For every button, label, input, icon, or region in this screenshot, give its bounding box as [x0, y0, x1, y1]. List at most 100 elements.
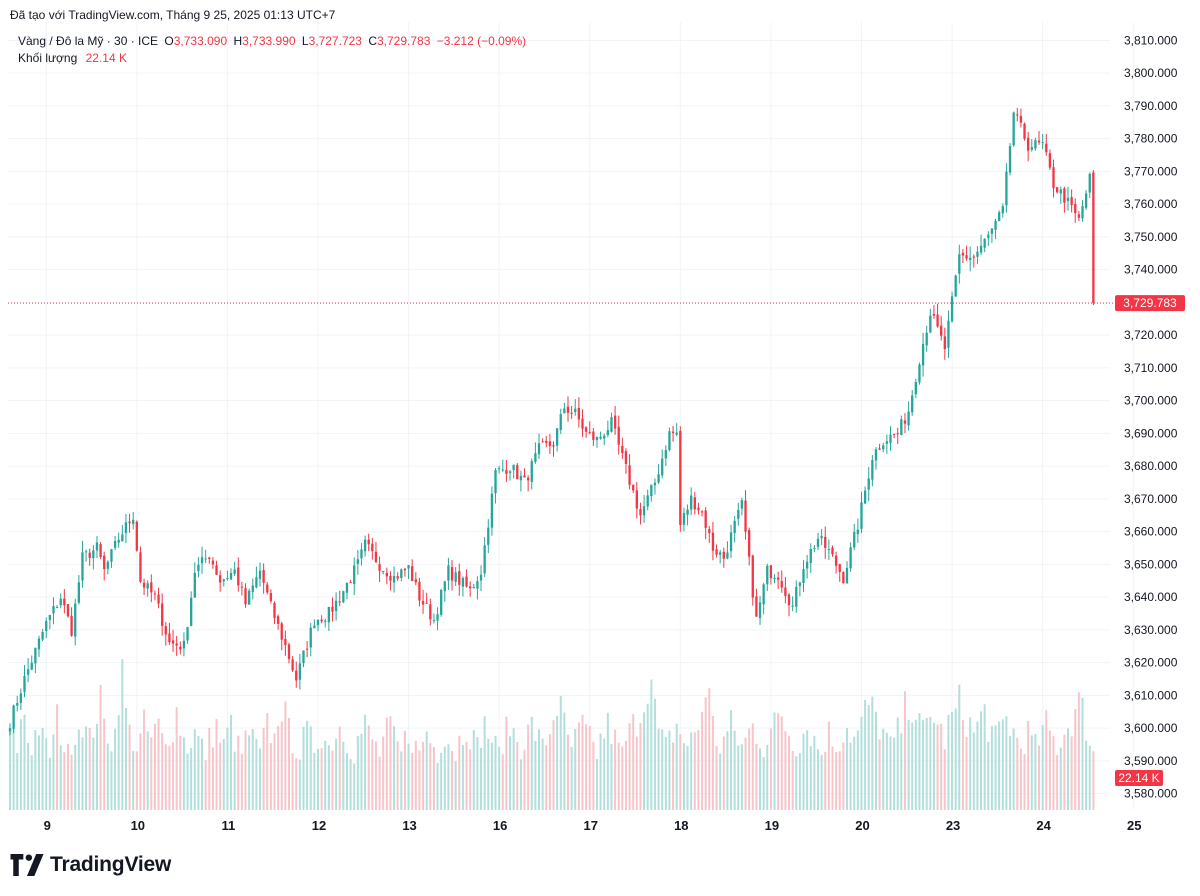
- volume-bar: [969, 717, 972, 810]
- candle: [179, 641, 182, 655]
- volume-bar: [646, 703, 649, 810]
- y-tick-label: 3,790.000: [1124, 99, 1178, 113]
- candle-body: [773, 577, 776, 580]
- volume-bar: [132, 750, 135, 810]
- volume-bar: [762, 757, 765, 810]
- volume-bar: [505, 716, 508, 810]
- candle-body: [363, 539, 367, 552]
- volume-bar: [595, 759, 598, 810]
- y-tick-label: 3,620.000: [1124, 656, 1178, 670]
- time-axis[interactable]: 9 10 11 12 13 16 17 18 19 20 23 24 25: [44, 818, 1142, 833]
- volume-bar: [454, 761, 457, 810]
- candle-body: [472, 587, 475, 589]
- candle: [1059, 186, 1062, 204]
- candle: [1074, 198, 1077, 223]
- volume-bar: [893, 737, 896, 810]
- volume-bar: [1034, 734, 1037, 810]
- candle: [287, 642, 291, 664]
- candle-body: [918, 364, 921, 383]
- volume-legend[interactable]: Khối lượng 22.14 K: [18, 51, 127, 65]
- candle-body: [690, 495, 693, 510]
- candle: [204, 549, 207, 564]
- candle: [193, 562, 196, 598]
- volume-bar: [798, 753, 801, 810]
- candle: [280, 621, 283, 651]
- volume-bar: [541, 738, 544, 810]
- volume-bar: [559, 695, 562, 810]
- volume-bar: [48, 757, 51, 810]
- candle-body: [117, 539, 120, 543]
- candle-body: [121, 534, 124, 542]
- price-axis[interactable]: 3,810.000 3,800.000 3,790.000 3,780.000 3,77…: [1124, 33, 1178, 800]
- candle-body: [860, 502, 863, 529]
- candle-body: [479, 574, 483, 581]
- candle-body: [737, 509, 740, 519]
- volume-bar: [262, 727, 265, 810]
- candle-body: [940, 325, 943, 336]
- candle: [646, 489, 649, 511]
- volume-bar: [744, 737, 747, 810]
- candle: [769, 564, 773, 585]
- y-tick-label: 3,600.000: [1124, 721, 1178, 735]
- candle-body: [530, 461, 533, 482]
- volume-bar: [773, 712, 776, 810]
- candle-body: [269, 592, 273, 602]
- candle-body: [791, 605, 794, 607]
- candle: [737, 502, 740, 526]
- volume-bar: [990, 726, 993, 810]
- volume-bar: [737, 745, 740, 810]
- y-tick-label: 3,690.000: [1124, 426, 1178, 440]
- volume-bar: [965, 737, 968, 810]
- candle-body: [925, 332, 928, 346]
- candle-body: [548, 441, 552, 446]
- candle-body: [650, 484, 653, 497]
- volume-bar: [353, 763, 356, 810]
- tradingview-logo[interactable]: TradingView: [10, 853, 171, 877]
- volume-bar: [396, 741, 399, 810]
- ohlc-legend[interactable]: Vàng / Đô la Mỹ · 30 · ICE O3,733.090 H3…: [18, 34, 529, 48]
- volume-bar: [653, 698, 656, 810]
- candle: [657, 464, 660, 485]
- candle-body: [218, 575, 222, 583]
- volume-bar: [657, 728, 660, 810]
- candle-body: [142, 582, 146, 588]
- volume-bar: [1016, 737, 1019, 810]
- candle: [929, 308, 932, 334]
- candle: [907, 401, 910, 431]
- volume-bar: [364, 714, 367, 810]
- candle-body: [284, 638, 287, 646]
- candle: [171, 629, 175, 652]
- candle-body: [222, 579, 225, 582]
- candle-body: [469, 586, 472, 589]
- candle-body: [276, 616, 280, 624]
- volume-bar: [469, 749, 472, 810]
- volume-bar: [461, 745, 464, 810]
- candle: [273, 601, 276, 624]
- candle-body: [856, 529, 860, 534]
- y-tick-label: 3,670.000: [1124, 492, 1178, 506]
- volume-bar: [534, 741, 537, 810]
- candle-body: [994, 220, 997, 230]
- volume-bar: [740, 744, 743, 810]
- candle-body: [693, 497, 696, 510]
- candle-body: [200, 557, 204, 564]
- volume-bar: [150, 737, 153, 810]
- symbol-title[interactable]: Vàng / Đô la Mỹ · 30 · ICE: [18, 34, 159, 48]
- y-tick-label: 3,640.000: [1124, 590, 1178, 604]
- candle-body: [81, 552, 84, 581]
- candle: [874, 447, 878, 470]
- candle-body: [153, 593, 157, 595]
- candle-body: [338, 601, 341, 603]
- x-tick-label: 24: [1036, 818, 1051, 833]
- high-label: H: [233, 34, 243, 48]
- candle-body: [349, 582, 352, 584]
- volume-bar: [733, 730, 736, 810]
- candle: [516, 463, 519, 480]
- candle-body: [545, 440, 548, 444]
- candle-body: [305, 648, 309, 650]
- candle-body: [113, 541, 117, 548]
- candle: [305, 641, 309, 658]
- volume-bar: [943, 749, 946, 810]
- candle-body: [987, 234, 990, 239]
